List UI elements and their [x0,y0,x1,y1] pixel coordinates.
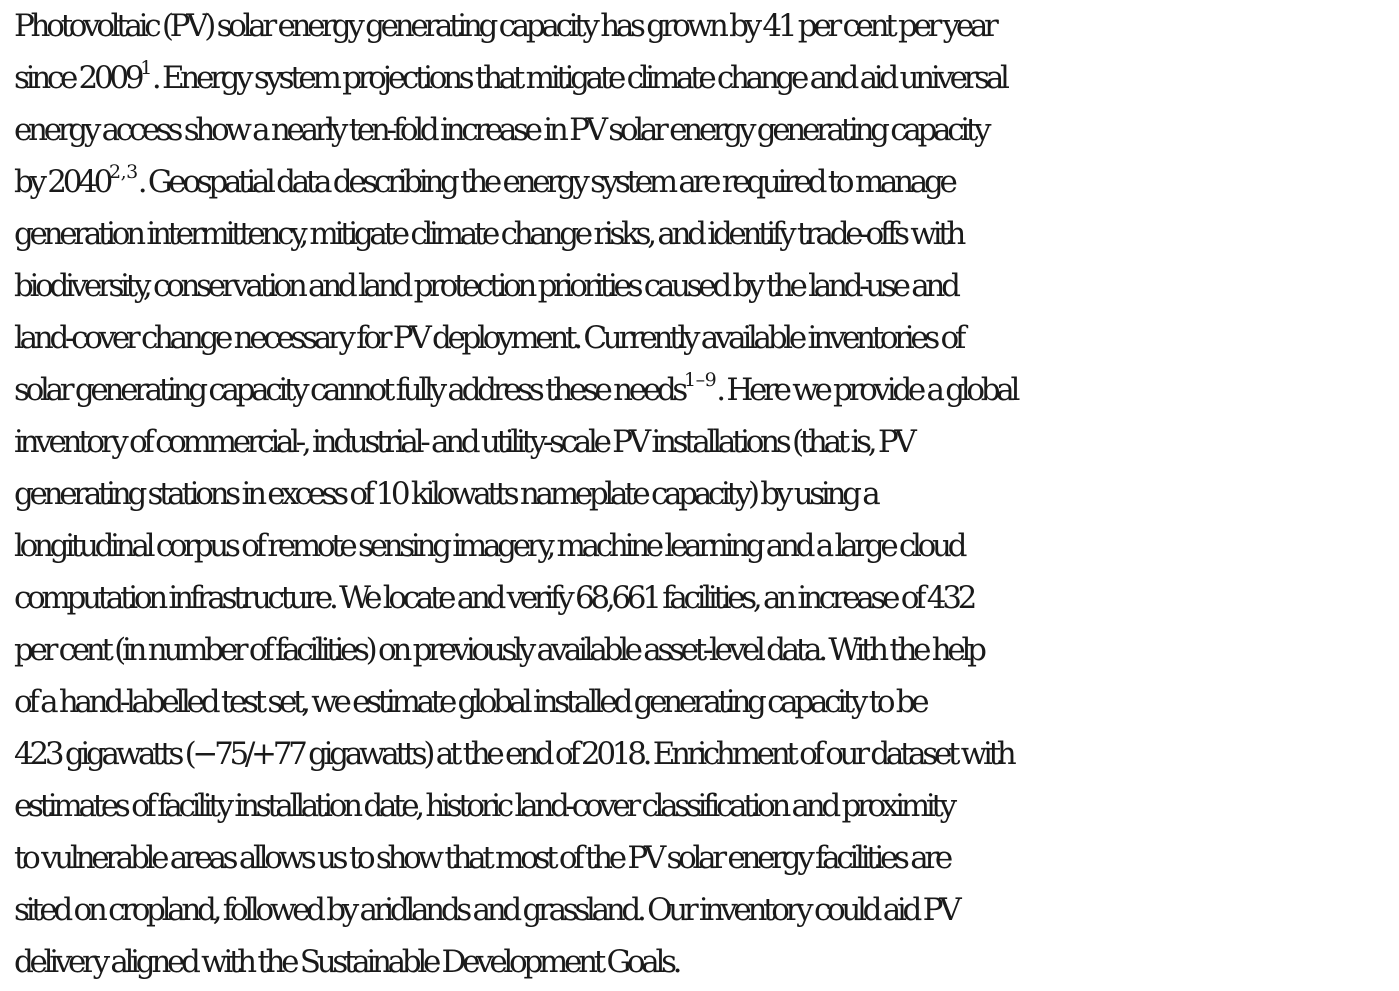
abstract-paragraph: Photovoltaic (PV) solar energy generatin… [14,0,1398,988]
abstract-line: sited on cropland, followed by aridlands… [14,892,962,928]
abstract-line: delivery aligned with the Sustainable De… [14,944,683,980]
abstract-line: Photovoltaic (PV) solar energy generatin… [14,8,999,44]
abstract-line: computation infrastructure. We locate an… [14,580,977,616]
abstract-line: per cent (in number of facilities) on pr… [14,632,987,668]
abstract-line: since 20091. Energy system projections t… [14,57,1010,97]
abstract-line: generation intermittency, mitigate clima… [14,216,966,252]
abstract-line: biodiversity, conservation and land prot… [14,268,961,304]
citation-superscript: 1 [140,57,152,79]
abstract-line: land-cover change necessary for PV deplo… [14,320,966,356]
abstract-line: energy access show a nearly ten-fold inc… [14,112,992,148]
abstract-line: inventory of commercial-, industrial- an… [14,424,917,460]
abstract-line: of a hand-labelled test set, we estimate… [14,684,930,720]
abstract-line: generating stations in excess of 10 kilo… [14,476,881,512]
abstract-line: 423 gigawatts (−75/+77 gigawatts) at the… [14,736,1017,772]
citation-superscript: 2,3 [109,161,138,183]
abstract-line: by 20402,3. Geospatial data describing t… [14,161,958,201]
abstract-line: estimates of facility installation date,… [14,788,957,824]
citation-superscript: 1–9 [684,369,717,391]
abstract-line: solar generating capacity cannot fully a… [14,369,1020,409]
abstract-line: longitudinal corpus of remote sensing im… [14,528,967,564]
abstract-line: to vulnerable areas allows us to show th… [14,840,953,876]
